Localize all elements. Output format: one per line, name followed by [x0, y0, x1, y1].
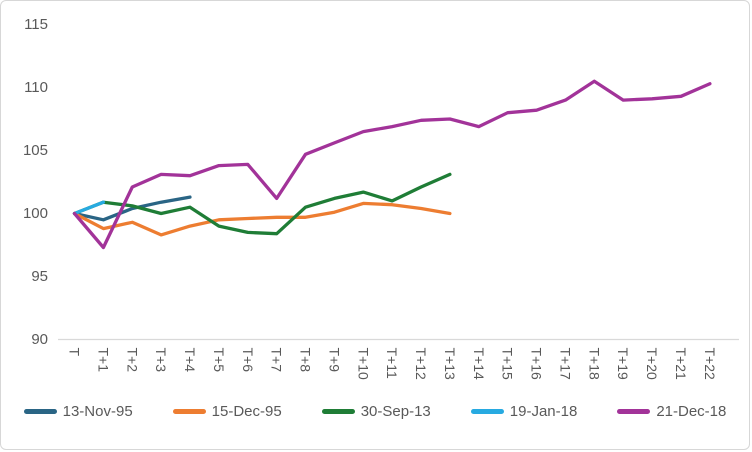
- y-axis-tick-label: 110: [24, 79, 48, 96]
- legend-swatch-30-sep-13: [321, 409, 355, 414]
- x-axis-tick-label: T+2: [124, 348, 140, 373]
- x-axis-tick-label: T+6: [240, 348, 256, 373]
- legend-item-30-sep-13: 30-Sep-13: [321, 403, 431, 420]
- legend-swatch-13-nov-95: [23, 409, 57, 414]
- x-axis-tick-label: T+8: [298, 348, 314, 373]
- y-axis-tick-label: 115: [24, 16, 48, 33]
- x-axis-tick-label: T+17: [557, 348, 573, 381]
- x-axis-tick-label: T+16: [529, 348, 545, 381]
- y-axis-tick-label: 90: [31, 331, 48, 348]
- x-axis-tick-label: T+9: [326, 348, 342, 373]
- x-axis-tick-label: T+19: [615, 348, 631, 381]
- series-line-30-sep-13: [72, 172, 452, 236]
- x-axis-tick-label: T+3: [153, 348, 169, 373]
- series-line-21-dec-18: [72, 79, 712, 250]
- series-line-19-jan-18: [72, 200, 106, 216]
- legend-swatch-19-jan-18: [470, 409, 504, 414]
- legend-label: 21-Dec-18: [656, 403, 727, 420]
- x-axis-tick-label: T+18: [586, 348, 602, 381]
- x-axis-tick-label: T+7: [269, 348, 285, 373]
- x-axis-tick-label: T: [67, 348, 83, 357]
- x-axis-tick-label: T+21: [673, 348, 689, 381]
- x-axis-tick-label: T+11: [384, 348, 400, 379]
- chart-legend: 13-Nov-95 15-Dec-95 30-Sep-13 19-Jan-18 21-D…: [1, 403, 749, 420]
- y-axis-tick-label: 105: [23, 142, 48, 159]
- y-axis-tick-label: 100: [23, 205, 48, 222]
- x-axis-tick-label: T+4: [182, 348, 198, 373]
- x-axis-tick-label: T+10: [355, 348, 371, 381]
- x-axis-tick-label: T+14: [471, 348, 487, 381]
- legend-label: 13-Nov-95: [62, 403, 133, 420]
- legend-item-13-nov-95: 13-Nov-95: [23, 403, 133, 420]
- legend-label: 30-Sep-13: [360, 403, 431, 420]
- x-axis-tick-label: T+22: [702, 348, 718, 381]
- y-axis-tick-label: 95: [31, 268, 48, 285]
- x-axis-tick-label: T+20: [644, 348, 660, 381]
- x-axis-tick-label: T+15: [500, 348, 516, 381]
- legend-item-19-jan-18: 19-Jan-18: [470, 403, 578, 420]
- x-axis-tick-label: T+13: [442, 348, 458, 381]
- legend-swatch-21-dec-18: [617, 409, 651, 414]
- legend-swatch-15-dec-95: [172, 409, 206, 414]
- x-axis-tick-label: T+1: [95, 348, 111, 373]
- x-axis-tick-label: T+12: [413, 348, 429, 381]
- legend-item-15-dec-95: 15-Dec-95: [172, 403, 282, 420]
- legend-label: 19-Jan-18: [509, 403, 578, 420]
- legend-item-21-dec-18: 21-Dec-18: [617, 403, 726, 420]
- legend-label: 15-Dec-95: [211, 403, 282, 420]
- series-line-15-dec-95: [72, 201, 452, 237]
- chart-plot-area: 90 95 100 105 110 115 T T+1 T+2 T+3 T+4 T+5 T+6 T+7 T+…: [23, 16, 739, 381]
- x-axis-tick-label: T+5: [211, 348, 227, 373]
- series-line-13-nov-95: [72, 195, 192, 222]
